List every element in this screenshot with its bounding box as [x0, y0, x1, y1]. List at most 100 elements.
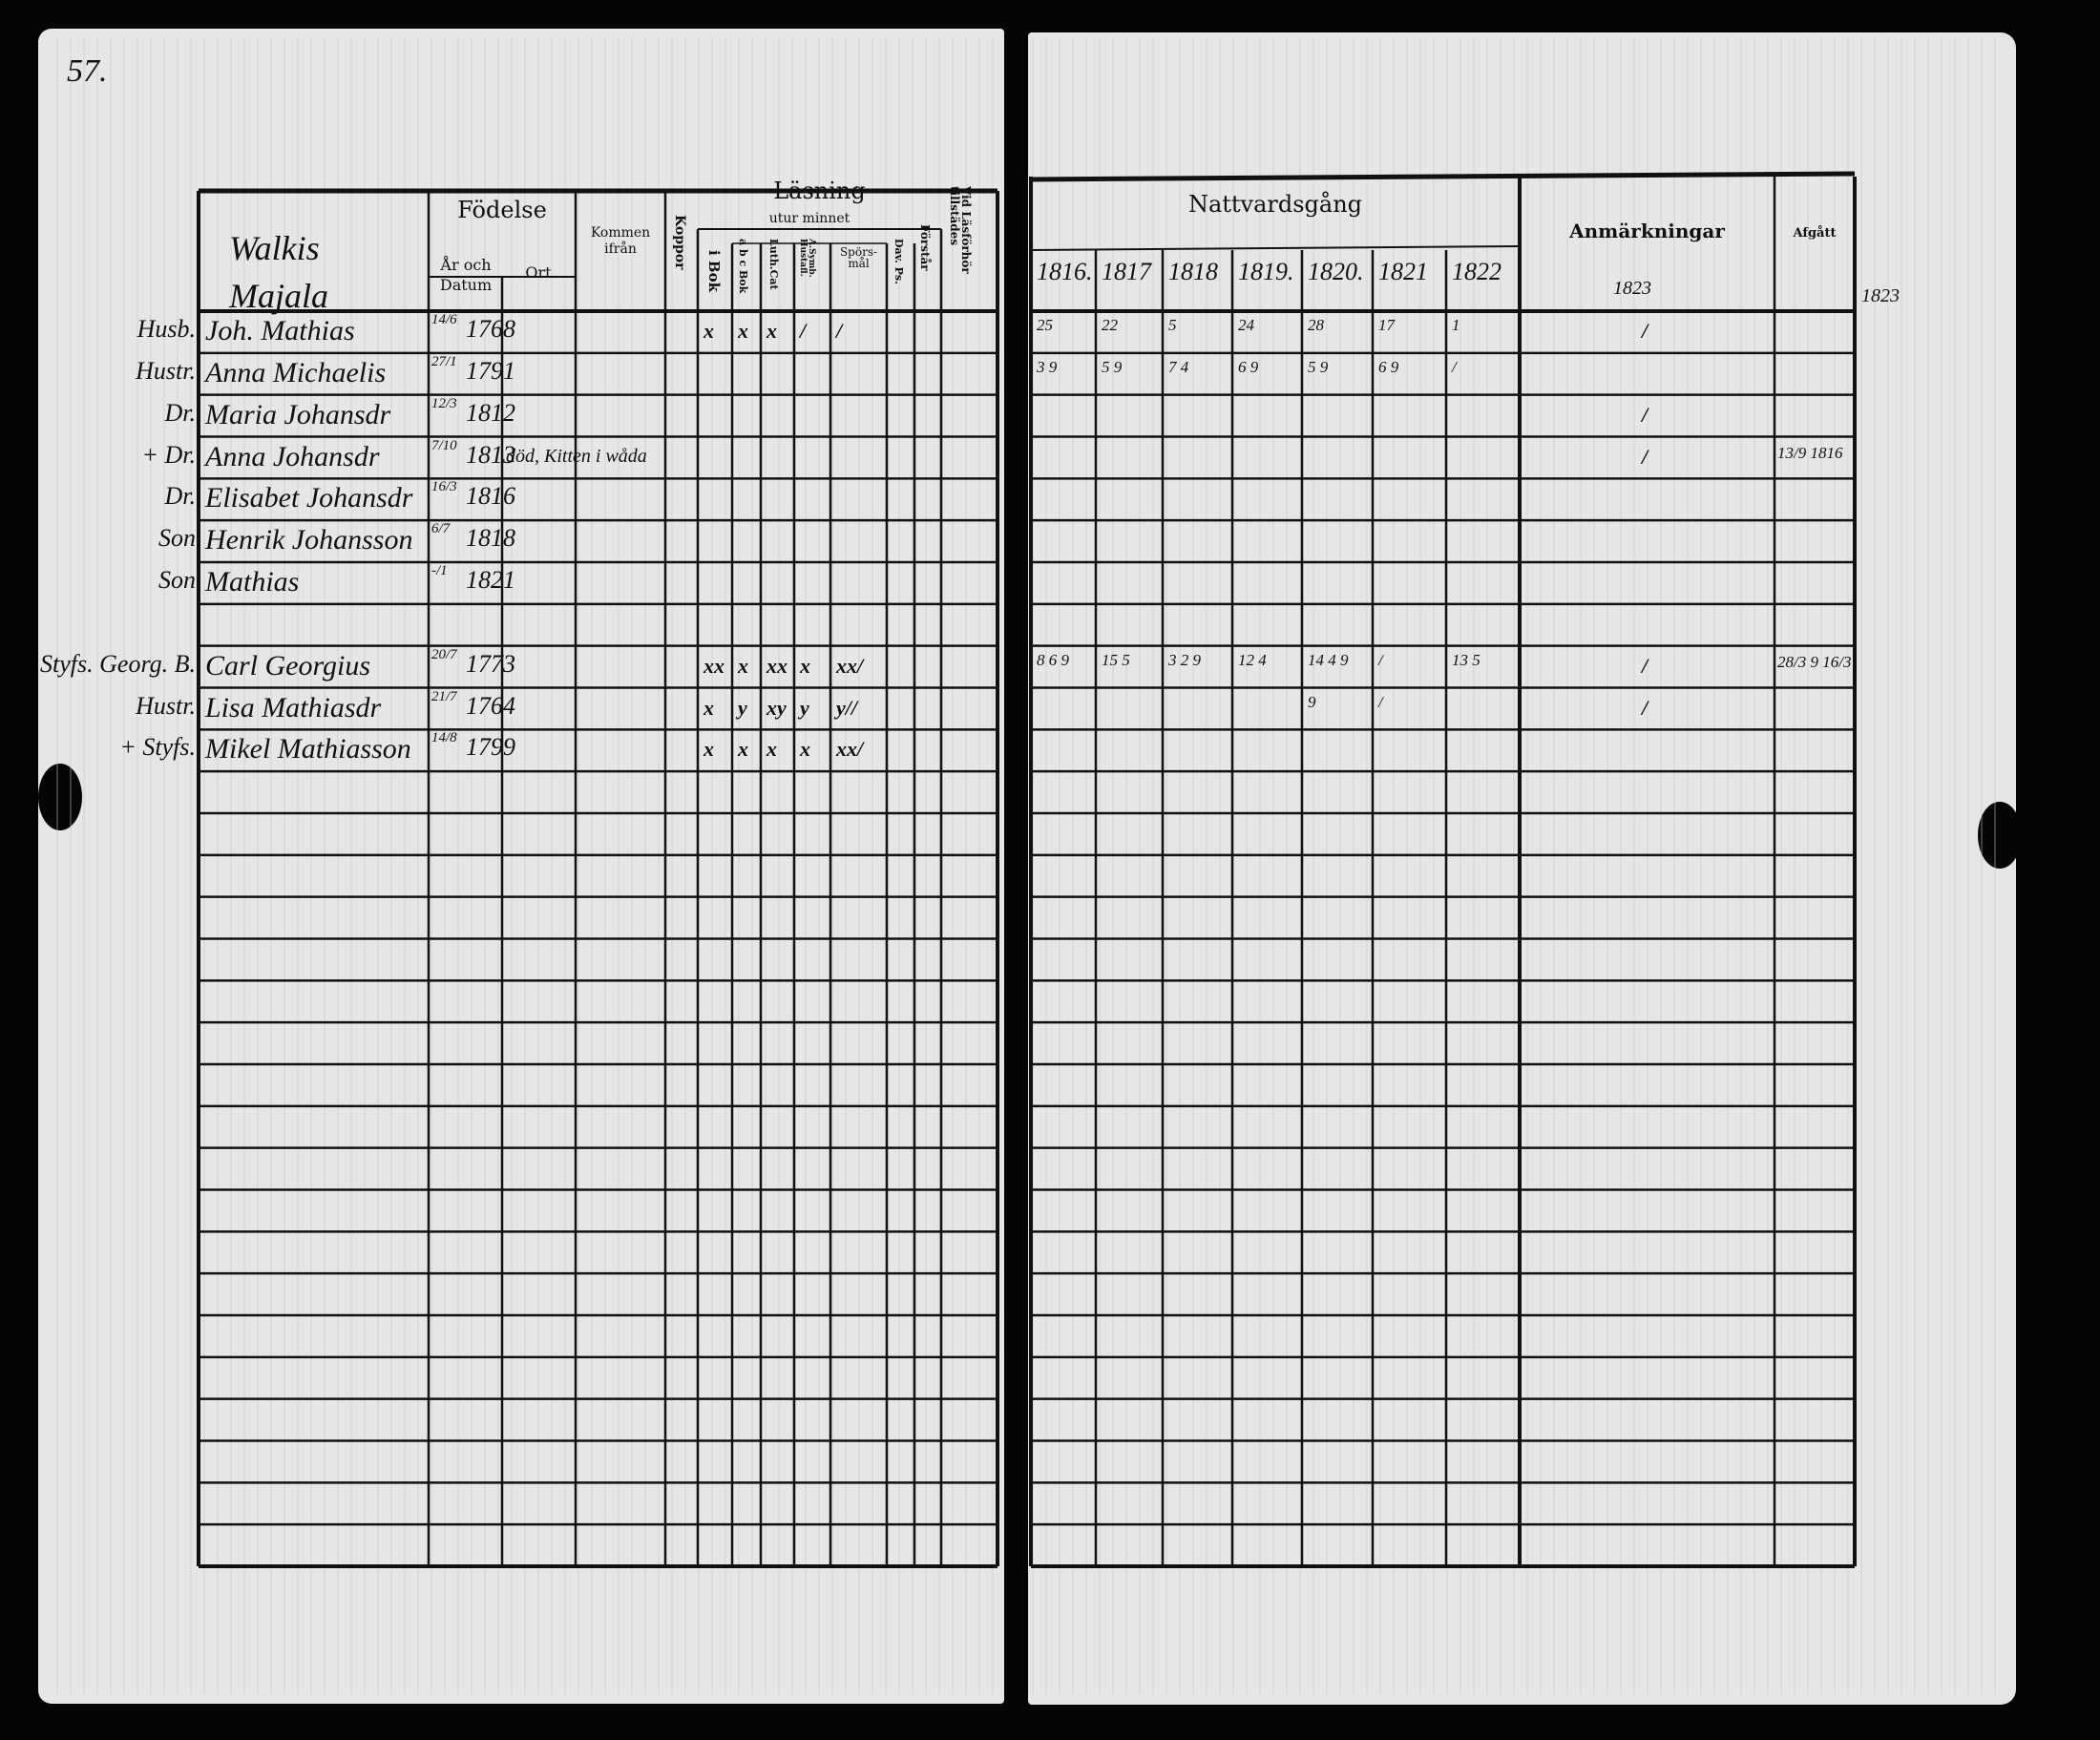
communion-entry: 5 9 [1102, 357, 1123, 376]
communion-entry: 22 [1102, 316, 1118, 334]
person-role: Son [158, 566, 196, 594]
reading-mark: x [738, 653, 748, 678]
communion-entry: 9 [1308, 692, 1316, 711]
communion-entry: 1 [1452, 316, 1460, 334]
reading-mark: x [766, 319, 777, 343]
birth-year: 1768 [466, 315, 515, 343]
birth-date: 12/3 [431, 395, 457, 411]
year-header-5: 1821 [1378, 258, 1428, 285]
header-anmarkningar: Anmärkningar [1569, 220, 1725, 242]
year-header-3: 1819. [1238, 258, 1294, 285]
year-header-2: 1818 [1168, 258, 1218, 285]
year-header-1: 1817 [1102, 258, 1151, 285]
household-name: Walkis Majala [229, 229, 328, 316]
header-koppor: Koppor [672, 215, 687, 270]
communion-entry: 5 9 [1308, 357, 1329, 376]
header-sporsmal: Spörs-mål [839, 245, 878, 270]
reading-mark: x [766, 737, 777, 762]
birth-date: 16/3 [431, 479, 457, 495]
person-role: Hustr. [136, 356, 196, 385]
year-header-4: 1820. [1308, 258, 1364, 285]
person-role: Dr. [164, 482, 196, 511]
person-name: Anna Michaelis [205, 356, 387, 388]
person-role: Styfs. Georg. B. [40, 649, 196, 678]
birth-year: 1791 [466, 356, 515, 385]
reading-mark: x [800, 653, 810, 678]
birth-year: 1821 [466, 566, 515, 594]
birth-date: 14/6 [431, 312, 457, 327]
person-name: Lisa Mathiasdr [205, 691, 382, 723]
remark-mark: / [1642, 695, 1648, 720]
afgatt-entry: 13/9 1816 [1777, 443, 1843, 462]
remark-mark: / [1642, 653, 1648, 678]
header-afgatt: Afgått [1793, 226, 1837, 241]
reading-mark: y [738, 695, 747, 720]
birth-date: 20/7 [431, 646, 457, 662]
communion-entry: 12 4 [1238, 650, 1267, 669]
person-role: Son [158, 524, 196, 553]
person-role: + Dr. [141, 440, 196, 469]
birth-year: 1764 [466, 691, 515, 720]
table-top-border [1030, 171, 1856, 182]
reading-mark: xx/ [836, 737, 864, 762]
communion-entry: 8 6 9 [1037, 650, 1069, 669]
birth-date: 7/10 [431, 437, 457, 453]
communion-entry: 3 2 9 [1168, 650, 1201, 669]
birth-year: 1773 [466, 649, 515, 678]
birth-date: 21/7 [431, 688, 457, 704]
birth-date: 27/1 [431, 353, 457, 369]
communion-entry: 13 5 [1452, 650, 1480, 669]
person-name: Joh. Mathias [205, 315, 355, 346]
reading-mark: y// [836, 695, 857, 720]
person-role: + Styfs. [119, 733, 196, 762]
header-luth-cat: Luth.Cat [767, 239, 780, 290]
communion-entry: / [1452, 357, 1457, 376]
header-kommen-ifran: Kommen ifrån [590, 225, 651, 257]
communion-entry: / [1378, 692, 1383, 711]
header-nattvardsgang: Nattvardsgång [1187, 191, 1363, 218]
reading-mark: x [704, 695, 714, 720]
header-ar-och-datum: År och Datum [439, 256, 493, 294]
year-header-0: 1816. [1037, 258, 1093, 285]
reading-mark: x [704, 737, 714, 762]
header-divider [1030, 245, 1521, 251]
remark-mark: / [1642, 402, 1648, 427]
person-name: Mathias [205, 566, 300, 597]
header-abc-bok: a b c Bok [737, 239, 749, 294]
person-name: Mikel Mathiasson [205, 733, 411, 765]
birth-year: 1818 [466, 524, 515, 553]
margin-year: 1823 [1861, 285, 1900, 306]
header-lasning: Läsning [773, 178, 866, 204]
reading-mark: y [800, 695, 809, 720]
communion-entry: 15 5 [1102, 650, 1130, 669]
header-forstar: Förstår [918, 224, 932, 271]
binding-hole-left [38, 764, 82, 830]
person-role: Hustr. [136, 691, 196, 720]
communion-entry: 3 9 [1037, 357, 1058, 376]
page-number: 57. [67, 53, 108, 89]
communion-entry: 14 4 9 [1308, 650, 1349, 669]
person-name: Henrik Johansson [205, 524, 413, 556]
birth-year: 1816 [466, 482, 515, 511]
reading-mark: xy [766, 695, 787, 720]
person-note: död, Kitten i wåda [506, 445, 647, 467]
communion-entry: 6 9 [1378, 357, 1399, 376]
birth-year: 1799 [466, 733, 515, 762]
birth-date: 14/8 [431, 730, 457, 746]
header-fodelse: Födelse [457, 197, 547, 223]
remark-mark: / [1642, 444, 1648, 469]
reading-mark: x [738, 737, 748, 762]
person-name: Carl Georgius [205, 649, 371, 681]
header-a-symb: A.Symb. Hustafl. [798, 239, 816, 278]
header-i-bok: i Bok [705, 250, 723, 292]
remark-mark: / [1642, 319, 1648, 343]
person-name: Anna Johansdr [205, 440, 380, 472]
reading-mark: x [738, 319, 748, 343]
communion-entry: 24 [1238, 316, 1254, 334]
reading-mark: / [836, 319, 843, 343]
header-dav-ps: Dav. Ps. [892, 239, 905, 284]
anmarkningar-year: 1823 [1613, 278, 1651, 299]
header-utur-minnet: utur minnet [768, 211, 850, 226]
